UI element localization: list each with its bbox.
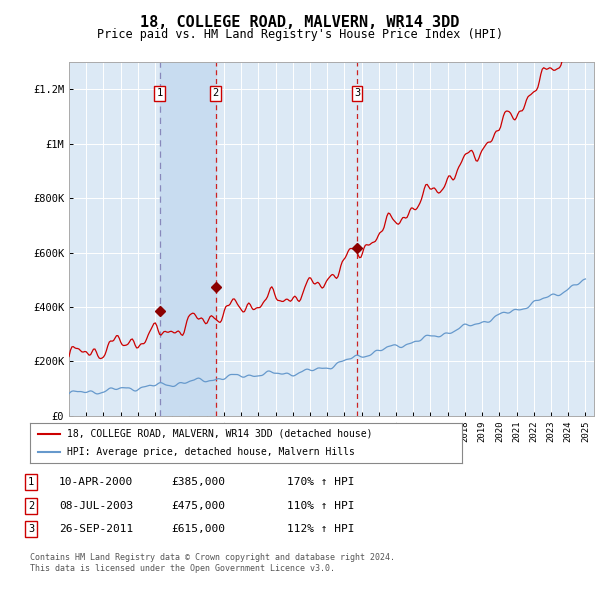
Text: 2: 2 bbox=[28, 501, 34, 510]
Text: 3: 3 bbox=[354, 88, 360, 99]
Text: Price paid vs. HM Land Registry's House Price Index (HPI): Price paid vs. HM Land Registry's House … bbox=[97, 28, 503, 41]
Text: 110% ↑ HPI: 110% ↑ HPI bbox=[287, 501, 354, 510]
Text: 3: 3 bbox=[28, 525, 34, 534]
Text: 170% ↑ HPI: 170% ↑ HPI bbox=[287, 477, 354, 487]
Text: 1: 1 bbox=[157, 88, 163, 99]
Text: 18, COLLEGE ROAD, MALVERN, WR14 3DD: 18, COLLEGE ROAD, MALVERN, WR14 3DD bbox=[140, 15, 460, 30]
Text: 1: 1 bbox=[28, 477, 34, 487]
Text: 112% ↑ HPI: 112% ↑ HPI bbox=[287, 525, 354, 534]
Bar bbox=[160, 62, 215, 416]
Text: 10-APR-2000: 10-APR-2000 bbox=[59, 477, 133, 487]
Text: 26-SEP-2011: 26-SEP-2011 bbox=[59, 525, 133, 534]
Text: HPI: Average price, detached house, Malvern Hills: HPI: Average price, detached house, Malv… bbox=[67, 447, 355, 457]
Text: £615,000: £615,000 bbox=[171, 525, 225, 534]
Text: 2: 2 bbox=[212, 88, 219, 99]
Text: £475,000: £475,000 bbox=[171, 501, 225, 510]
Text: £385,000: £385,000 bbox=[171, 477, 225, 487]
Text: 18, COLLEGE ROAD, MALVERN, WR14 3DD (detached house): 18, COLLEGE ROAD, MALVERN, WR14 3DD (det… bbox=[67, 429, 372, 439]
Text: 08-JUL-2003: 08-JUL-2003 bbox=[59, 501, 133, 510]
Text: Contains HM Land Registry data © Crown copyright and database right 2024.
This d: Contains HM Land Registry data © Crown c… bbox=[30, 553, 395, 573]
